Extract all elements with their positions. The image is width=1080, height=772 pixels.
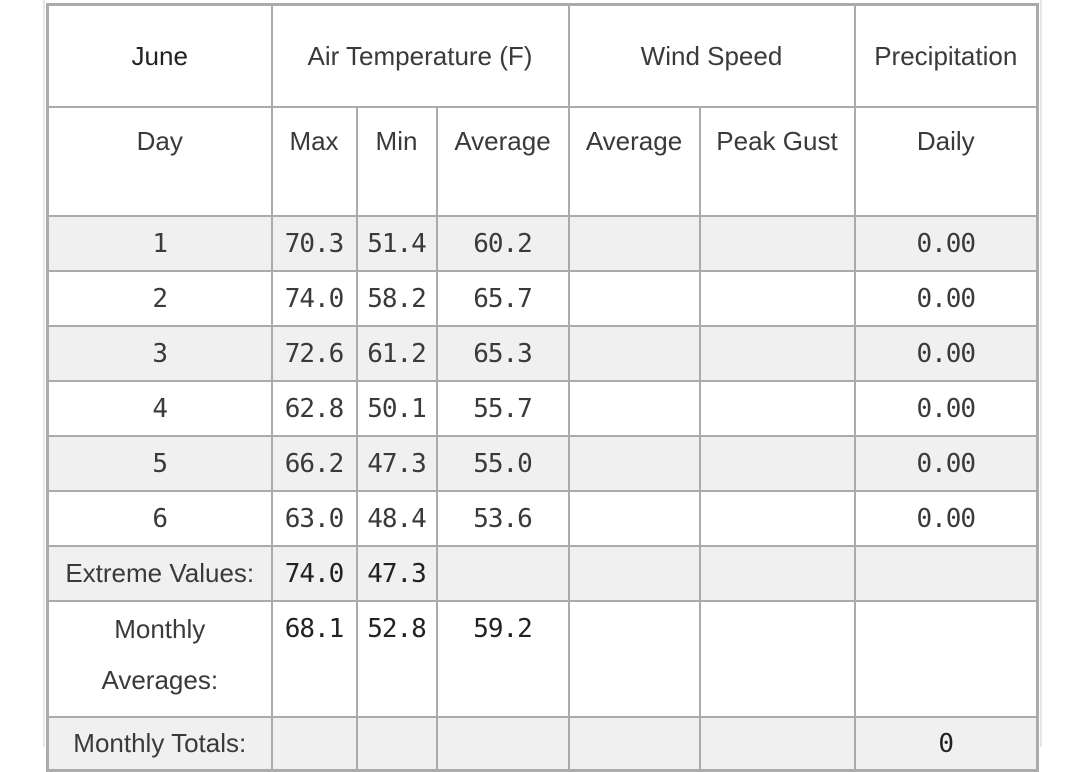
daily-column-header: Daily xyxy=(853,106,1039,217)
precipitation-cell: 0.00 xyxy=(853,490,1039,547)
wind-average-cell xyxy=(567,325,701,382)
extreme-values-label: Extreme Values: xyxy=(46,545,273,602)
monthly-totals-label: Monthly Totals: xyxy=(46,716,273,772)
monthly-average-average-cell: 59.2 xyxy=(435,600,570,718)
page-edge-right xyxy=(1040,0,1042,747)
extreme-wind-average-cell xyxy=(567,545,701,602)
monthly-total-min-cell xyxy=(355,716,438,772)
monthly-total-peak-gust-cell xyxy=(698,716,856,772)
peak-gust-cell xyxy=(698,435,856,492)
precipitation-group-header: Precipitation xyxy=(853,3,1039,108)
day-cell: 4 xyxy=(46,380,273,437)
monthly-total-average-cell xyxy=(435,716,570,772)
average-column-header: Average xyxy=(435,106,570,217)
precipitation-cell: 0.00 xyxy=(853,215,1039,272)
table-row-day-1: 1 70.3 51.4 60.2 0.00 xyxy=(46,215,1039,272)
average-cell: 55.7 xyxy=(435,380,570,437)
precipitation-cell: 0.00 xyxy=(853,270,1039,327)
min-column-header: Min xyxy=(355,106,438,217)
monthly-average-precipitation-cell xyxy=(853,600,1039,718)
wind-average-cell xyxy=(567,490,701,547)
monthly-averages-row: Monthly Averages: 68.1 52.8 59.2 xyxy=(46,600,1039,718)
table-row-day-3: 3 72.6 61.2 65.3 0.00 xyxy=(46,325,1039,382)
monthly-average-min-cell: 52.8 xyxy=(355,600,438,718)
monthly-totals-row: Monthly Totals: 0 xyxy=(46,716,1039,772)
subheader-row: Day Max Min Average Average Peak Gust Da… xyxy=(46,106,1039,217)
day-cell: 3 xyxy=(46,325,273,382)
extreme-average-cell xyxy=(435,545,570,602)
extreme-peak-gust-cell xyxy=(698,545,856,602)
day-cell: 6 xyxy=(46,490,273,547)
peak-gust-column-header: Peak Gust xyxy=(698,106,856,217)
monthly-average-peak-gust-cell xyxy=(698,600,856,718)
min-cell: 61.2 xyxy=(355,325,438,382)
air-temperature-group-header: Air Temperature (F) xyxy=(270,3,570,108)
min-cell: 58.2 xyxy=(355,270,438,327)
wind-average-cell xyxy=(567,380,701,437)
wind-average-cell xyxy=(567,270,701,327)
peak-gust-cell xyxy=(698,380,856,437)
peak-gust-cell xyxy=(698,270,856,327)
wind-average-cell xyxy=(567,215,701,272)
extreme-max-cell: 74.0 xyxy=(270,545,358,602)
wind-average-column-header: Average xyxy=(567,106,701,217)
day-cell: 5 xyxy=(46,435,273,492)
min-cell: 50.1 xyxy=(355,380,438,437)
max-cell: 63.0 xyxy=(270,490,358,547)
max-cell: 72.6 xyxy=(270,325,358,382)
extreme-precipitation-cell xyxy=(853,545,1039,602)
precipitation-cell: 0.00 xyxy=(853,325,1039,382)
peak-gust-cell xyxy=(698,215,856,272)
min-cell: 47.3 xyxy=(355,435,438,492)
monthly-total-wind-average-cell xyxy=(567,716,701,772)
max-column-header: Max xyxy=(270,106,358,217)
weather-data-table: June Air Temperature (F) Wind Speed Prec… xyxy=(46,3,1039,772)
header-group-row: June Air Temperature (F) Wind Speed Prec… xyxy=(46,3,1039,108)
peak-gust-cell xyxy=(698,490,856,547)
monthly-averages-label: Monthly Averages: xyxy=(46,600,273,718)
day-column-header: Day xyxy=(46,106,273,217)
average-cell: 65.7 xyxy=(435,270,570,327)
page-edge-left xyxy=(43,0,45,747)
table-row-day-6: 6 63.0 48.4 53.6 0.00 xyxy=(46,490,1039,547)
day-cell: 1 xyxy=(46,215,273,272)
average-cell: 60.2 xyxy=(435,215,570,272)
average-cell: 55.0 xyxy=(435,435,570,492)
min-cell: 48.4 xyxy=(355,490,438,547)
monthly-total-max-cell xyxy=(270,716,358,772)
precipitation-cell: 0.00 xyxy=(853,380,1039,437)
precipitation-cell: 0.00 xyxy=(853,435,1039,492)
monthly-total-precipitation-cell: 0 xyxy=(853,716,1039,772)
monthly-average-max-cell: 68.1 xyxy=(270,600,358,718)
average-cell: 53.6 xyxy=(435,490,570,547)
monthly-averages-label-line1: Monthly xyxy=(114,614,206,644)
table-row-day-4: 4 62.8 50.1 55.7 0.00 xyxy=(46,380,1039,437)
max-cell: 66.2 xyxy=(270,435,358,492)
max-cell: 62.8 xyxy=(270,380,358,437)
peak-gust-cell xyxy=(698,325,856,382)
table-row-day-2: 2 74.0 58.2 65.7 0.00 xyxy=(46,270,1039,327)
min-cell: 51.4 xyxy=(355,215,438,272)
day-cell: 2 xyxy=(46,270,273,327)
max-cell: 70.3 xyxy=(270,215,358,272)
extreme-values-row: Extreme Values: 74.0 47.3 xyxy=(46,545,1039,602)
monthly-average-wind-average-cell xyxy=(567,600,701,718)
max-cell: 74.0 xyxy=(270,270,358,327)
wind-speed-group-header: Wind Speed xyxy=(567,3,856,108)
monthly-averages-label-line2: Averages: xyxy=(101,665,219,695)
wind-average-cell xyxy=(567,435,701,492)
table-row-day-5: 5 66.2 47.3 55.0 0.00 xyxy=(46,435,1039,492)
month-header: June xyxy=(46,3,273,108)
average-cell: 65.3 xyxy=(435,325,570,382)
extreme-min-cell: 47.3 xyxy=(355,545,438,602)
